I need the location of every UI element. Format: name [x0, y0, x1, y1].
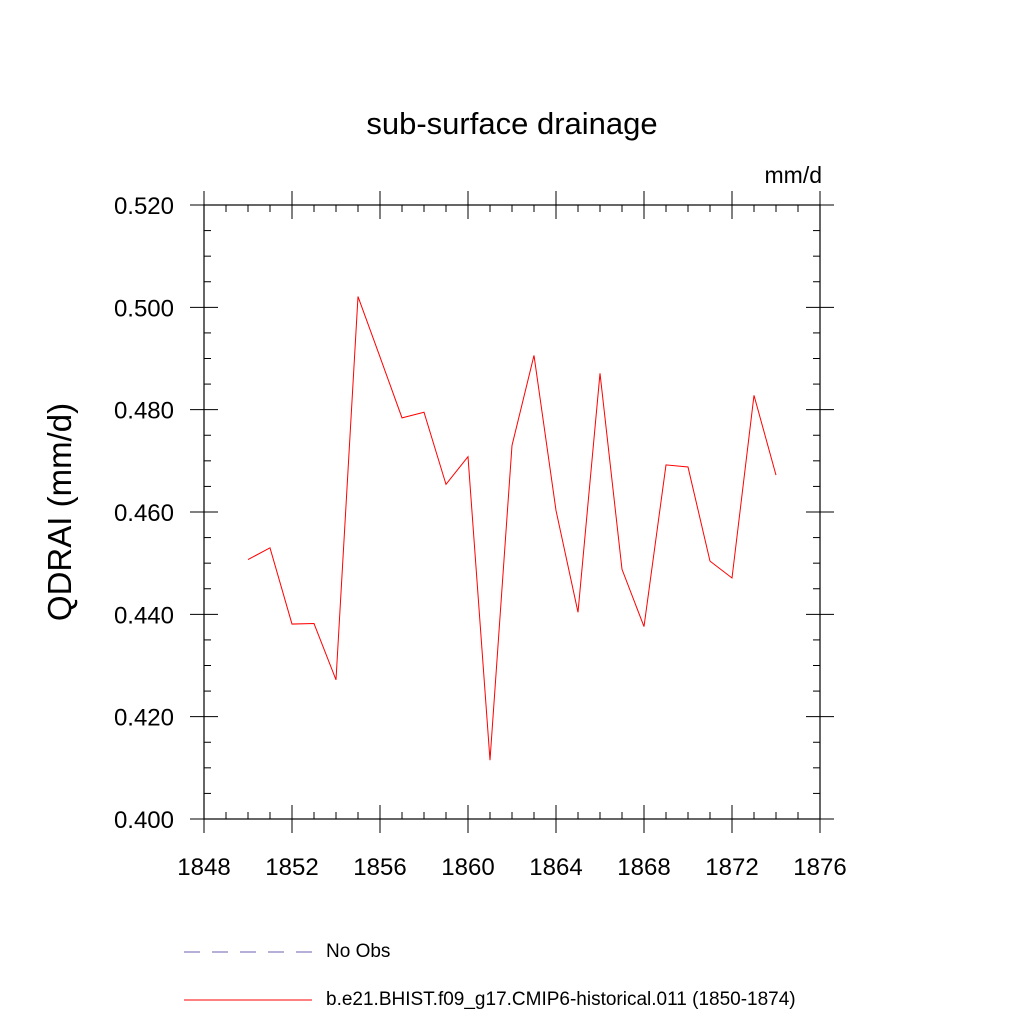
y-tick-label: 0.420 [114, 705, 174, 732]
series-line-0 [247, 296, 777, 761]
legend-swatch-dashed [184, 951, 312, 953]
axis-ticks [190, 191, 834, 833]
y-tick-label: 0.460 [114, 500, 174, 527]
legend-label-no-obs: No Obs [326, 941, 391, 962]
plot-frame [203, 204, 821, 820]
y-tick-label: 0.500 [114, 295, 174, 322]
y-axis-label: QDRAI (mm/d) [41, 402, 78, 622]
tick-labels: 1848 1852 1856 1860 1864 1868 1872 1876 0.400 0.4… [114, 193, 847, 881]
x-tick-label: 1856 [353, 854, 406, 881]
x-tick-label: 1876 [793, 854, 846, 881]
x-tick-label: 1852 [265, 854, 318, 881]
chart-title: sub-surface drainage [366, 106, 658, 141]
y-tick-label: 0.440 [114, 602, 174, 629]
legend-swatch-solid [184, 999, 312, 1001]
y-tick-label: 0.520 [114, 193, 174, 220]
series-layer [247, 296, 777, 761]
legend-item-series: b.e21.BHIST.f09_g17.CMIP6-historical.011… [184, 988, 796, 1012]
x-tick-label: 1848 [177, 854, 230, 881]
x-tick-label: 1868 [617, 854, 670, 881]
x-tick-label: 1872 [705, 854, 758, 881]
units-label: mm/d [764, 162, 823, 188]
legend-label-series: b.e21.BHIST.f09_g17.CMIP6-historical.011… [326, 989, 796, 1010]
y-tick-label: 0.480 [114, 398, 174, 425]
x-tick-label: 1864 [529, 854, 582, 881]
x-tick-label: 1860 [441, 854, 494, 881]
y-tick-label: 0.400 [114, 807, 174, 834]
legend-item-no-obs: No Obs [184, 940, 390, 964]
